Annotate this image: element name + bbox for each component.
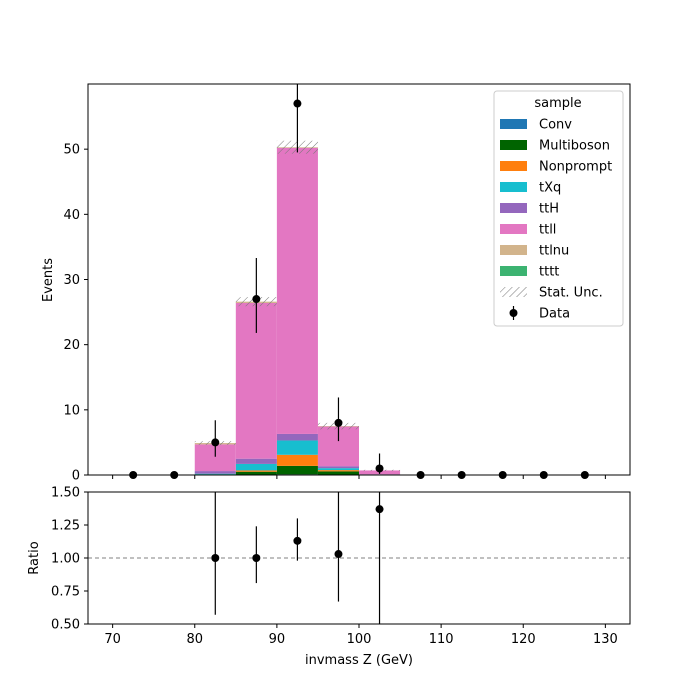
bar-multiboson-bin-4 [276,465,318,475]
x-tick-label: 120 [511,632,536,647]
ratio-y-tick-label: 0.50 [51,618,80,633]
bar-multiboson-bin-5 [317,471,359,475]
data-point [252,295,261,304]
legend-label: ttll [539,223,556,238]
legend-swatch [500,287,527,297]
legend-entry-data: Data [509,306,570,322]
legend-marker [509,309,518,317]
x-tick-label: 130 [593,632,618,647]
ratio-y-tick-label: 1.00 [51,552,80,567]
ratio-y-tick-label: 1.25 [51,519,80,534]
x-tick-label: 110 [429,632,454,647]
ratio-points [211,492,384,624]
ratio-axes-frame [87,491,631,625]
ratio-point [252,554,261,562]
bar-ttll-bin-4 [276,147,318,434]
y-tick-label: 40 [63,208,80,223]
legend-entry-multiboson: Multiboson [500,139,610,154]
legend-swatch [500,266,527,276]
main-panel: 0 10 20 30 40 50 Events [41,83,631,484]
ratio-y-axis-label: Ratio [27,541,42,574]
x-tick-label: 90 [269,632,286,647]
legend-label: Stat. Unc. [539,286,603,301]
legend-swatch [500,203,527,213]
legend-label: Nonprompt [539,160,612,175]
main-y-ticks: 0 10 20 30 40 50 [63,143,88,484]
bar-nonprompt-bin-4 [276,454,318,466]
legend-entry-stat-unc-: Stat. Unc. [500,286,603,301]
y-tick-label: 20 [63,338,80,353]
main-x-ticks [112,475,606,479]
ratio-point [211,554,220,562]
ratio-y-ticks: 0.50 0.75 1.00 1.25 1.50 [51,486,88,633]
legend-entry-ttlnu: ttlnu [500,244,569,259]
bar-txq-bin-4 [276,440,318,455]
legend-entry-conv: Conv [500,118,572,133]
bar-tth-bin-2 [194,471,236,474]
x-tick-label: 70 [104,632,121,647]
y-tick-label: 0 [72,469,80,484]
legend-entry-nonprompt: Nonprompt [500,160,612,175]
ratio-panel: 0.500.751.001.251.50 70 80 90 100 110 120 130 … [27,486,631,668]
legend-label: Conv [539,118,572,133]
bar-tth-bin-5 [317,466,359,469]
legend-swatch [500,119,527,129]
legend-entry-tth: ttH [500,202,559,217]
legend-swatch [500,224,527,234]
bar-txq-bin-2 [194,473,236,475]
x-tick-label: 100 [347,632,372,647]
ratio-point [293,536,302,545]
legend-label: tXq [539,181,561,196]
y-tick-label: 50 [63,143,80,158]
legend-title: sample [534,96,581,111]
legend-swatch [500,140,527,150]
legend-label: Data [539,307,570,322]
data-point [334,418,343,427]
bar-tth-bin-3 [235,458,277,464]
legend-entry-tttt: tttt [500,265,559,280]
legend-entry-txq: tXq [500,181,561,196]
data-point [293,99,302,108]
x-axis-label: invmass Z (GeV) [305,653,413,668]
bar-tth-bin-4 [276,433,318,441]
ratio-x-ticks: 70 80 90 100 110 120 130 [104,624,618,647]
legend-label: Multiboson [539,139,610,154]
legend-swatch [500,182,527,192]
bar-nonprompt-bin-3 [235,470,277,472]
data-point [211,438,220,447]
bar-txq-bin-5 [317,468,359,471]
legend-label: tttt [539,265,559,280]
legend-entry-ttll: ttll [500,223,556,238]
stacked-bars [194,147,401,476]
y-tick-label: 10 [63,403,80,418]
ratio-y-tick-label: 0.75 [51,585,80,600]
legend-swatch [500,245,527,255]
ratio-point [334,550,343,559]
x-tick-label: 80 [186,632,203,647]
bar-nonprompt-bin-5 [317,470,359,472]
ratio-y-tick-label: 1.50 [51,486,80,501]
legend-swatch [500,161,527,171]
bar-txq-bin-3 [235,463,277,471]
legend-label: ttlnu [539,244,569,259]
y-tick-label: 30 [63,273,80,288]
data-point [375,464,384,473]
ratio-point [375,505,384,514]
legend-label: ttH [539,202,559,217]
bar-multiboson-bin-3 [235,471,277,475]
legend: sample Conv Multiboson Nonprompt tXq ttH ttll… [493,90,624,327]
main-y-axis-label: Events [41,258,56,302]
